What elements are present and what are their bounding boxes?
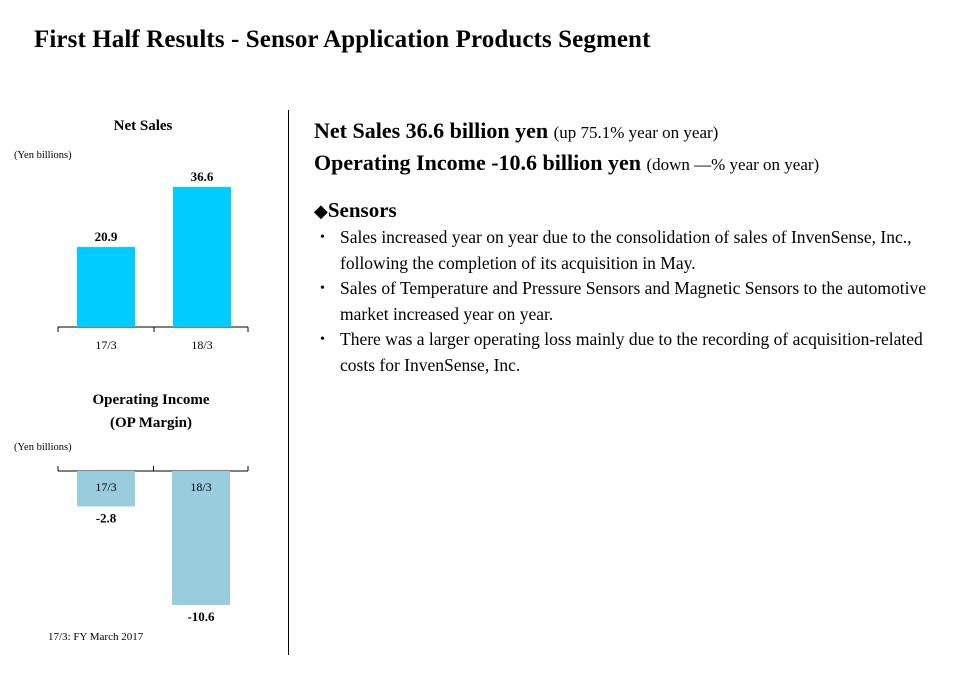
summary-panel: Net Sales 36.6 billion yen (up 75.1% yea… — [314, 116, 944, 378]
charts-area: Net Sales (Yen billions) 20.9 17/3 36.6 18/… — [14, 118, 249, 624]
diamond-icon: ◆ — [314, 201, 328, 221]
op-income-chart-title-line1: Operating Income — [92, 392, 209, 408]
bullet-icon: • — [320, 281, 325, 296]
data-label: 36.6 — [191, 169, 214, 184]
bar-18-3 — [173, 187, 231, 327]
op-income-plot: -2.8 17/3 -10.6 18/3 — [57, 466, 249, 624]
net-sales-headline: Net Sales 36.6 billion yen (up 75.1% yea… — [314, 116, 944, 148]
x-tick-label: 18/3 — [190, 480, 211, 494]
net-sales-headline-main: Net Sales 36.6 billion yen — [314, 118, 549, 143]
data-label: -10.6 — [187, 609, 215, 624]
x-tick-label: 17/3 — [95, 338, 116, 352]
net-sales-chart-title: Net Sales — [114, 118, 173, 134]
bullet-text: Sales of Temperature and Pressure Sensor… — [340, 278, 927, 324]
net-sales-headline-sub: (up 75.1% year on year) — [553, 123, 719, 142]
sensors-heading: ◆Sensors — [314, 196, 944, 225]
sensors-heading-label: Sensors — [327, 198, 397, 222]
bullet-icon: • — [320, 230, 325, 245]
bullet-icon: • — [320, 332, 325, 347]
net-sales-unit-label: (Yen billions) — [14, 150, 72, 161]
list-item: • There was a larger operating loss main… — [314, 327, 930, 378]
x-tick-label: 17/3 — [95, 480, 116, 494]
x-tick-label: 18/3 — [191, 338, 212, 352]
bar-17-3 — [77, 471, 135, 507]
bullet-text: There was a larger operating loss mainly… — [340, 329, 923, 375]
vertical-divider — [288, 110, 289, 655]
op-income-headline-main: Operating Income -10.6 billion yen — [314, 150, 641, 175]
data-label: -2.8 — [96, 510, 117, 525]
bar-17-3 — [77, 247, 135, 327]
op-income-headline: Operating Income -10.6 billion yen (down… — [314, 148, 944, 180]
sensors-bullet-list: • Sales increased year on year due to th… — [314, 225, 944, 378]
net-sales-plot: 20.9 17/3 36.6 18/3 — [57, 169, 249, 352]
bar-18-3 — [172, 471, 230, 605]
op-income-chart-title-line2: (OP Margin) — [110, 415, 192, 431]
footnote: 17/3: FY March 2017 — [48, 631, 144, 643]
page-title: First Half Results - Sensor Application … — [34, 26, 651, 53]
op-income-headline-sub: (down —% year on year) — [646, 155, 820, 174]
list-item: • Sales increased year on year due to th… — [314, 225, 930, 276]
list-item: • Sales of Temperature and Pressure Sens… — [314, 276, 930, 327]
data-label: 20.9 — [95, 229, 118, 244]
op-income-unit-label: (Yen billions) — [14, 442, 72, 453]
bullet-text: Sales increased year on year due to the … — [340, 227, 912, 273]
